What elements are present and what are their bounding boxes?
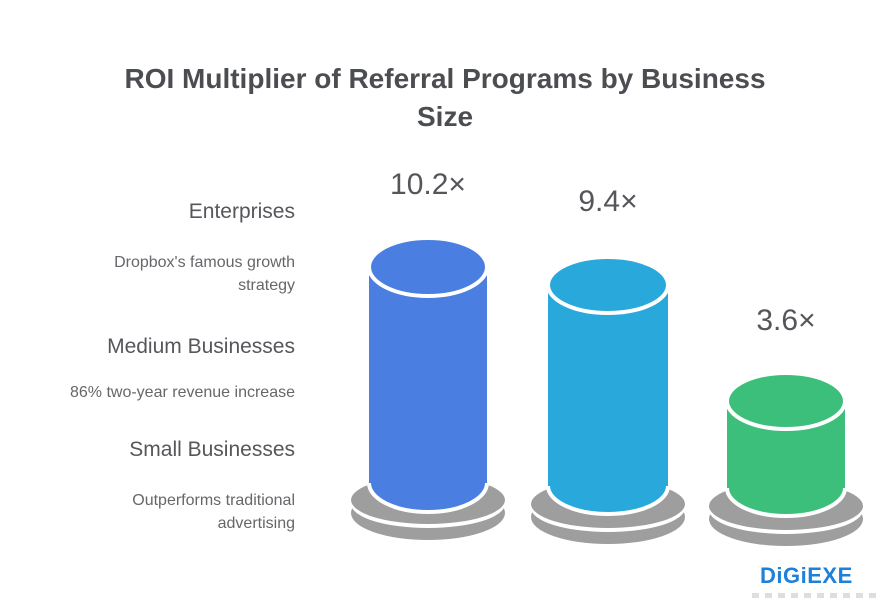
- value-label-enterprises: 10.2×: [390, 168, 466, 201]
- annotation-line: 86% two-year revenue increase: [69, 384, 295, 401]
- chart-title: ROI Multiplier of Referral Programs by B…: [60, 60, 830, 136]
- logo-tagline-cutoff: [752, 593, 880, 598]
- category-label-small-businesses: Small Businesses: [129, 438, 295, 461]
- value-label-small-businesses: 3.6×: [756, 304, 816, 337]
- category-annotation-small-businesses: Outperforms traditional advertising: [20, 489, 295, 535]
- category-label-medium-businesses: Medium Businesses: [107, 335, 295, 358]
- chart-title-line-1: ROI Multiplier of Referral Programs by B…: [124, 63, 766, 94]
- cylinder-top: [367, 236, 489, 298]
- cylinder-body: [548, 285, 668, 486]
- cylinder-top: [546, 255, 670, 315]
- cylinder-bar-small-businesses: [709, 371, 863, 546]
- chart-title-line-2: Size: [416, 101, 474, 132]
- cylinder-bar-medium-businesses: [531, 255, 685, 544]
- category-label-enterprises: Enterprises: [188, 200, 295, 223]
- annotation-line: strategy: [238, 277, 295, 294]
- category-annotation-enterprises: Dropbox's famous growth strategy: [20, 251, 295, 297]
- annotation-line: Dropbox's famous growth: [114, 254, 295, 271]
- cylinder-top: [725, 371, 847, 431]
- cylinder-body: [369, 267, 487, 483]
- digiexe-logo: DiGiEXE: [760, 563, 853, 588]
- value-label-medium-businesses: 9.4×: [578, 185, 638, 218]
- category-annotation-medium-businesses: 86% two-year revenue increase: [20, 381, 295, 404]
- annotation-line: Outperforms traditional: [132, 492, 295, 509]
- cylinder-bar-enterprises: [351, 236, 505, 540]
- annotation-line: advertising: [217, 515, 295, 532]
